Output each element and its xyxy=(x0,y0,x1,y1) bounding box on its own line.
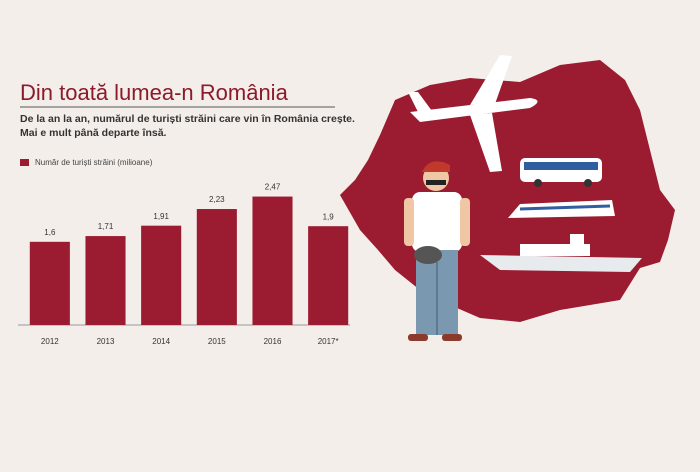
ship xyxy=(480,234,642,272)
bar xyxy=(196,209,237,325)
bar xyxy=(252,196,293,325)
value-label: 1,91 xyxy=(153,212,169,221)
bar xyxy=(85,236,126,325)
x-tick-label: 2012 xyxy=(41,337,59,346)
value-label: 2,47 xyxy=(265,183,281,192)
value-label: 1,9 xyxy=(323,212,335,221)
bar xyxy=(308,226,349,325)
traveler xyxy=(404,161,470,341)
chart-title: Din toată lumea-n România xyxy=(20,80,289,105)
legend-swatch xyxy=(20,159,29,166)
value-label: 1,71 xyxy=(98,222,114,231)
x-tick-label: 2015 xyxy=(208,337,226,346)
bus xyxy=(520,158,602,187)
x-tick-label: 2014 xyxy=(152,337,170,346)
bar xyxy=(141,225,182,325)
x-tick-label: 2017* xyxy=(318,337,339,346)
subtitle: De la an la an, numărul de turiști străi… xyxy=(20,113,355,125)
value-label: 2,23 xyxy=(209,195,225,204)
x-tick-label: 2016 xyxy=(264,337,282,346)
train xyxy=(508,200,615,218)
bar xyxy=(29,241,70,325)
subtitle: Mai e mult până departe însă. xyxy=(20,127,167,139)
x-tick-label: 2013 xyxy=(97,337,115,346)
legend-label: Număr de turiști străini (milioane) xyxy=(35,158,153,167)
value-label: 1,6 xyxy=(44,228,56,237)
airplane xyxy=(408,55,538,172)
